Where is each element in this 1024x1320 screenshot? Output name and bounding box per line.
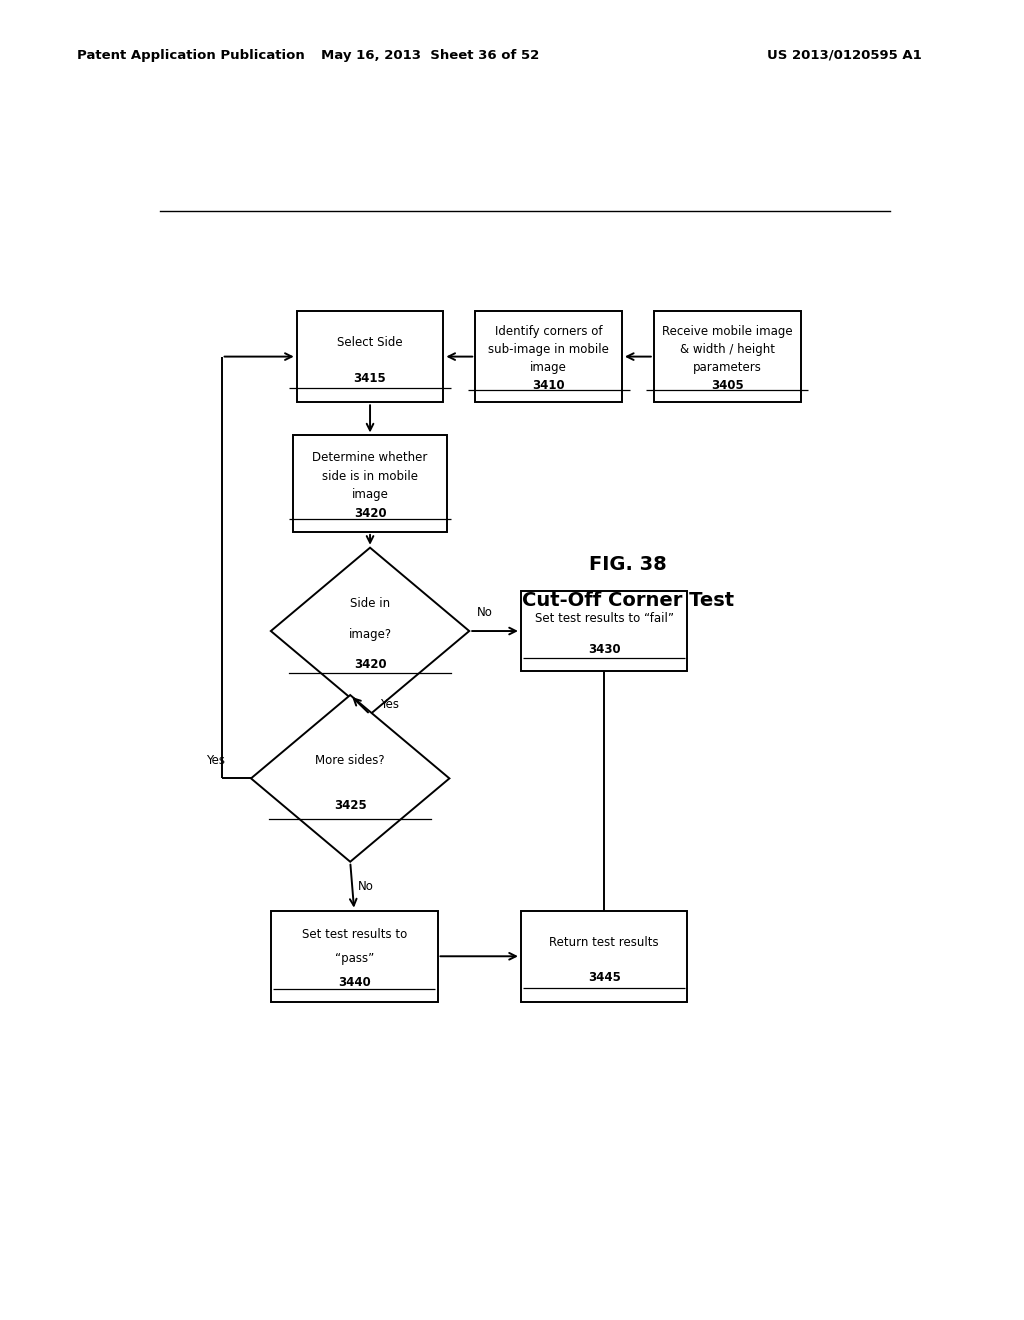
Bar	[270, 911, 437, 1002]
Text: 3420: 3420	[353, 659, 386, 671]
Text: FIG. 38: FIG. 38	[589, 556, 667, 574]
Text: Set test results to “fail”: Set test results to “fail”	[535, 612, 674, 626]
Text: Return test results: Return test results	[549, 936, 659, 949]
Text: image?: image?	[348, 627, 391, 640]
Text: 3405: 3405	[711, 379, 743, 392]
Text: US 2013/0120595 A1: US 2013/0120595 A1	[767, 49, 922, 62]
Polygon shape	[270, 548, 469, 714]
Text: 3430: 3430	[588, 643, 621, 656]
Text: Yes: Yes	[206, 754, 225, 767]
Bar	[521, 911, 687, 1002]
Text: May 16, 2013  Sheet 36 of 52: May 16, 2013 Sheet 36 of 52	[321, 49, 540, 62]
Text: Yes: Yes	[380, 698, 398, 711]
Text: Patent Application Publication: Patent Application Publication	[77, 49, 304, 62]
Text: 3445: 3445	[588, 972, 621, 985]
Text: Determine whether: Determine whether	[312, 451, 428, 463]
Polygon shape	[251, 696, 450, 862]
Text: image: image	[351, 488, 388, 502]
Text: side is in mobile: side is in mobile	[322, 470, 418, 483]
Text: Side in: Side in	[350, 597, 390, 610]
Text: Select Side: Select Side	[337, 335, 402, 348]
Bar	[475, 312, 622, 403]
Text: More sides?: More sides?	[315, 754, 385, 767]
Text: parameters: parameters	[692, 360, 762, 374]
Text: sub-image in mobile: sub-image in mobile	[488, 343, 609, 356]
Text: Identify corners of: Identify corners of	[495, 325, 602, 338]
Text: No: No	[358, 879, 374, 892]
Text: 3420: 3420	[353, 507, 386, 520]
Text: & width / height: & width / height	[680, 343, 775, 356]
Text: Receive mobile image: Receive mobile image	[662, 325, 793, 338]
Text: 3410: 3410	[532, 379, 565, 392]
Text: “pass”: “pass”	[335, 952, 374, 965]
Text: Cut-Off Corner Test: Cut-Off Corner Test	[522, 591, 734, 610]
Bar	[297, 312, 443, 403]
Text: 3440: 3440	[338, 975, 371, 989]
Bar	[653, 312, 801, 403]
Text: 3425: 3425	[334, 800, 367, 812]
Text: image: image	[530, 360, 567, 374]
Bar	[293, 436, 447, 532]
Text: Set test results to: Set test results to	[301, 928, 407, 941]
Text: No: No	[477, 606, 494, 619]
Text: 3415: 3415	[353, 371, 386, 384]
Bar	[521, 591, 687, 671]
